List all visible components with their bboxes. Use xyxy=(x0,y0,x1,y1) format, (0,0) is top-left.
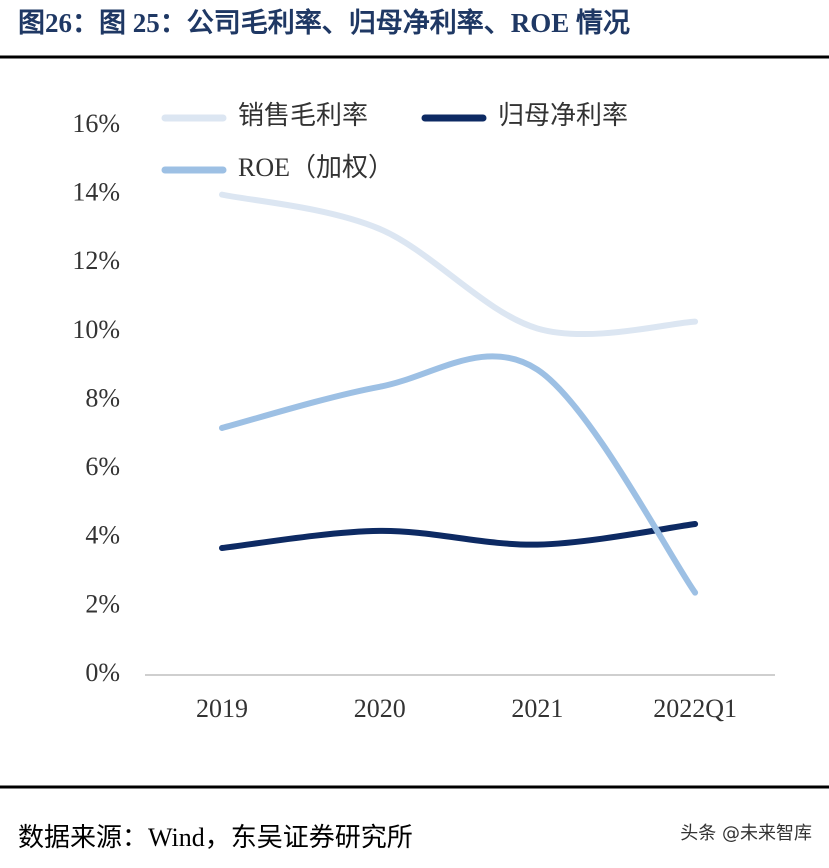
y-tick-label: 14% xyxy=(72,178,120,207)
y-tick-label: 0% xyxy=(85,658,120,687)
watermark: 头条 @未来智库 xyxy=(680,823,812,844)
legend-label: 归母净利率 xyxy=(498,101,628,130)
legend-label: ROE（加权） xyxy=(238,153,394,182)
x-tick-label: 2022Q1 xyxy=(653,694,737,723)
y-tick-label: 12% xyxy=(72,246,120,275)
y-tick-label: 16% xyxy=(72,109,120,138)
x-tick-label: 2019 xyxy=(196,694,248,723)
series-line xyxy=(219,521,699,552)
y-tick-label: 8% xyxy=(85,383,120,412)
y-tick-label: 10% xyxy=(72,315,120,344)
chart-title: 图26：图 25：公司毛利率、归母净利率、ROE 情况 xyxy=(18,7,630,38)
series-line xyxy=(219,191,699,337)
y-tick-label: 6% xyxy=(85,452,120,481)
series-line xyxy=(219,353,699,596)
y-tick-label: 2% xyxy=(85,589,120,618)
source: 数据来源：Wind，东吴证券研究所 xyxy=(18,823,413,852)
x-tick-label: 2021 xyxy=(511,694,563,723)
legend-label: 销售毛利率 xyxy=(238,101,368,130)
y-tick-label: 4% xyxy=(85,521,120,550)
x-tick-label: 2020 xyxy=(354,694,406,723)
